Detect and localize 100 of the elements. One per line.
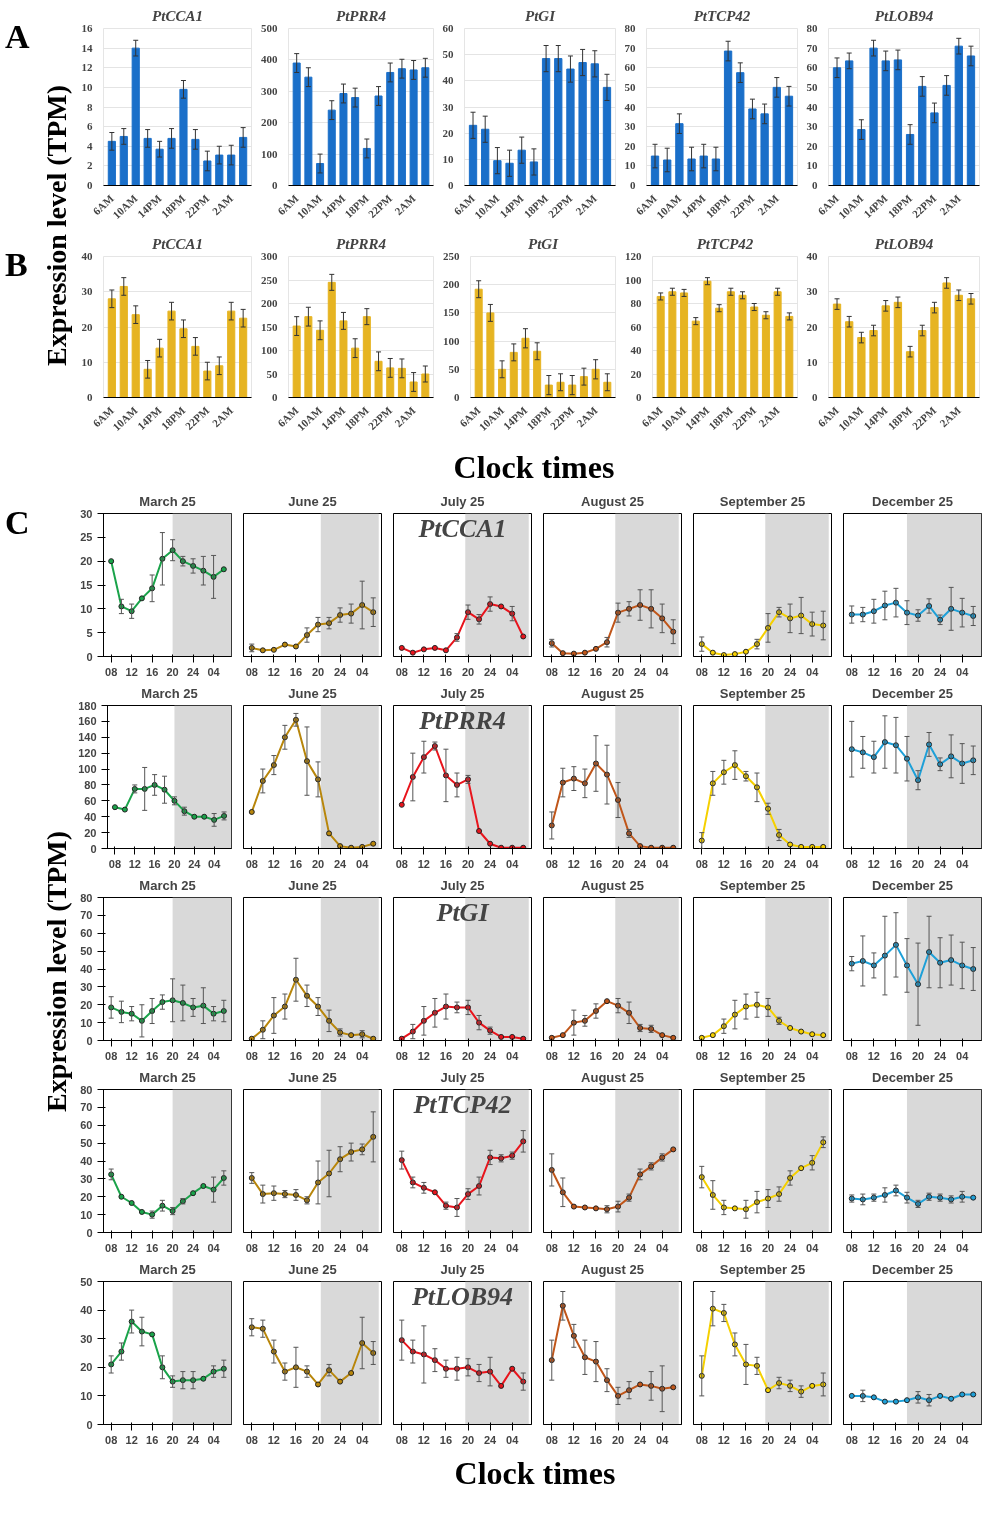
point	[892, 1398, 899, 1405]
bar	[726, 291, 735, 398]
bar	[386, 367, 395, 398]
x-tick-label: 12	[417, 1433, 430, 1446]
bar	[869, 330, 878, 398]
y-tick-label: 100	[261, 344, 278, 356]
x-tick-label: 20	[911, 665, 925, 678]
x-tick-label: 08	[108, 857, 122, 870]
point	[118, 603, 125, 610]
bar	[905, 351, 915, 398]
x-tick-label: 08	[245, 1241, 258, 1254]
y-tick-label: 50	[448, 362, 460, 375]
x-tick-label: 16	[589, 1049, 603, 1062]
point	[731, 651, 738, 657]
chart-title: July 25	[440, 877, 485, 893]
point	[520, 1035, 527, 1041]
bar	[738, 294, 747, 398]
point	[520, 633, 527, 640]
x-tick-label: 04	[207, 1241, 221, 1254]
x-tick-label: 20	[166, 665, 179, 678]
x-tick-label: 16	[148, 857, 161, 870]
bar	[566, 68, 575, 186]
x-tick-label: 04	[356, 857, 370, 870]
x-tick-label: 04	[656, 1433, 670, 1446]
y-tick-label: 50	[266, 367, 278, 380]
x-tick-label: 12	[567, 857, 580, 870]
point	[970, 966, 977, 972]
point	[138, 1208, 145, 1215]
bar	[905, 133, 915, 186]
y-tick-label: 40	[84, 810, 97, 823]
bar	[772, 86, 781, 186]
y-tick-label: 50	[80, 1275, 93, 1288]
x-tick-label: 08	[695, 665, 708, 678]
y-tick-label: 50	[80, 945, 93, 958]
bar	[699, 155, 708, 186]
chart-title: August 25	[581, 493, 644, 509]
point	[220, 1174, 227, 1181]
bar	[687, 158, 696, 186]
y-tick-label: 100	[443, 334, 460, 347]
point	[581, 649, 588, 656]
bar	[578, 62, 587, 186]
bar	[374, 95, 383, 186]
point	[498, 1033, 505, 1040]
point	[161, 786, 168, 793]
y-tick-label: 10	[80, 602, 93, 615]
x-tick-label: 12	[567, 1433, 580, 1446]
y-tick-label: 15	[80, 579, 93, 591]
point	[809, 1382, 816, 1389]
x-tick-label: 20	[311, 665, 325, 678]
point	[370, 609, 377, 616]
point	[128, 1318, 135, 1325]
x-tick-label: 16	[889, 665, 903, 678]
bar	[591, 368, 600, 398]
point	[509, 1033, 516, 1040]
x-tick-label: 16	[739, 1241, 753, 1254]
x-tick-label: 08	[845, 1241, 858, 1254]
point	[210, 1186, 217, 1193]
y-tick-label: 120	[625, 250, 642, 262]
point	[370, 840, 377, 847]
y-tick-label: 6	[87, 120, 93, 133]
y-tick-label: 30	[80, 1172, 93, 1185]
bar	[869, 47, 878, 186]
y-tick-label: 60	[80, 1119, 93, 1132]
y-tick-label: 30	[80, 980, 93, 993]
point	[118, 1193, 125, 1200]
x-tick-label: 08	[245, 665, 258, 678]
y-tick-label: 8	[87, 100, 93, 113]
y-tick-label: 60	[80, 927, 93, 940]
bar	[784, 95, 794, 186]
x-tick-label: 12	[717, 1433, 730, 1446]
point	[409, 1348, 416, 1355]
point	[159, 999, 166, 1006]
x-tick-label: 16	[289, 1433, 303, 1446]
x-tick-label: 20	[311, 1049, 325, 1062]
x-tick-label: 08	[845, 665, 858, 678]
x-tick-label: 08	[845, 1433, 858, 1446]
x-tick-label: 08	[845, 1049, 858, 1062]
bar	[918, 330, 927, 398]
y-tick-label: 160	[78, 715, 97, 728]
y-tick-label: 20	[84, 826, 97, 839]
x-axis-title: Clock times	[454, 1454, 616, 1493]
bar	[832, 303, 842, 398]
point	[709, 1305, 716, 1312]
chart-title: August 25	[581, 685, 644, 701]
x-tick-label: 08	[245, 1049, 258, 1062]
y-tick-label: 40	[80, 963, 93, 975]
x-tick-label: 16	[146, 1241, 159, 1254]
point	[709, 780, 716, 787]
chart-title: June 25	[288, 877, 337, 893]
point	[731, 1205, 738, 1212]
x-tick-label: 24	[633, 1049, 648, 1062]
point	[398, 801, 405, 808]
x-tick-label: 24	[333, 665, 348, 678]
x-tick-label: 24	[783, 665, 798, 678]
bar	[493, 160, 502, 186]
x-tick-label: 16	[289, 1241, 303, 1254]
x-tick-label: 04	[956, 665, 970, 678]
point	[670, 844, 677, 849]
bar	[409, 69, 418, 186]
x-tick-label: 08	[845, 857, 858, 870]
